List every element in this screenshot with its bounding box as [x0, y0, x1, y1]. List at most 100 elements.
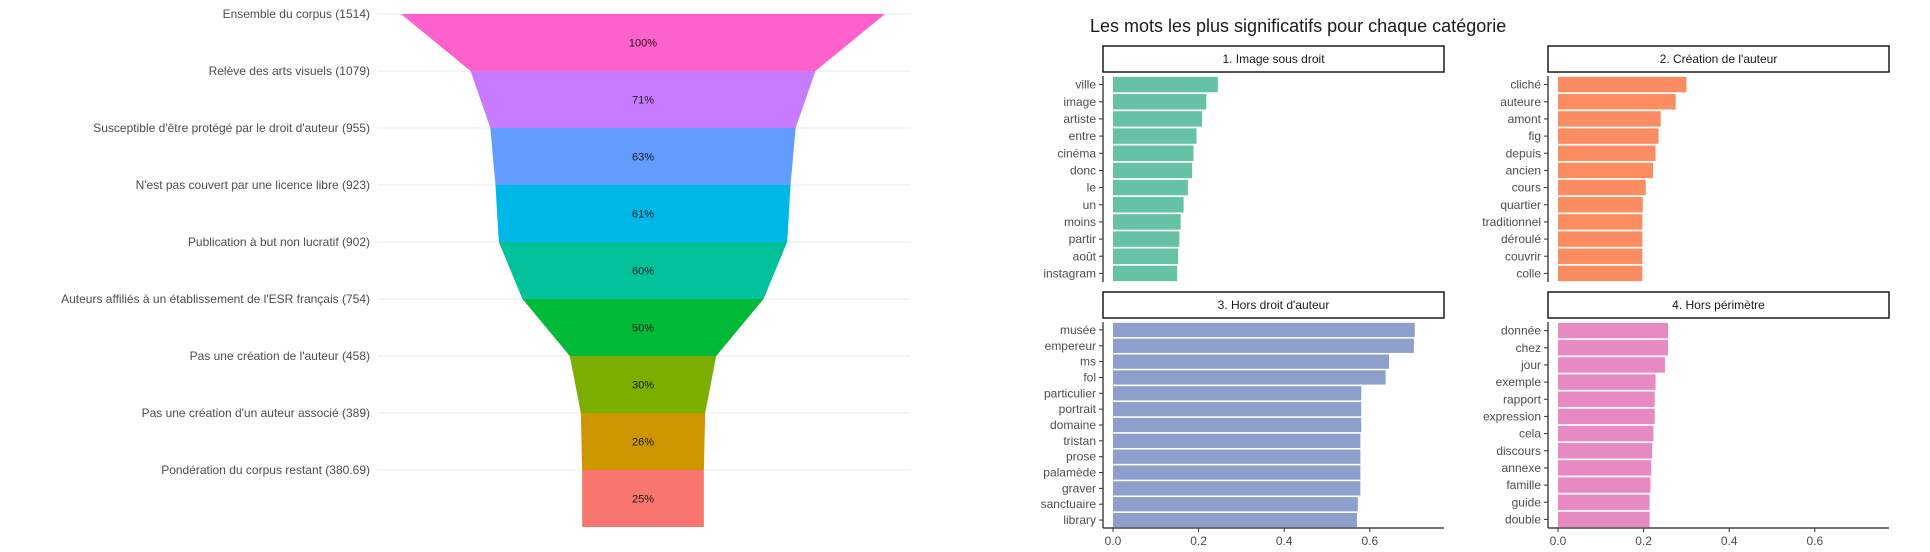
bar-category-label: le — [1087, 181, 1097, 195]
bar — [1113, 197, 1184, 213]
bar — [1113, 145, 1194, 161]
funnel-stage — [401, 14, 885, 71]
bar-category-label: discours — [1496, 444, 1541, 458]
bar — [1558, 357, 1665, 373]
bar-category-label: ms — [1080, 355, 1096, 369]
funnel-percent-label: 25% — [632, 494, 654, 506]
x-tick-label: 0.4 — [1721, 534, 1738, 547]
bar-category-label: depuis — [1506, 146, 1541, 160]
facet-panel: 4. Hors périmètre donnée chez jour exemple ra… — [1483, 291, 1890, 548]
x-tick-label: 0.6 — [1361, 534, 1378, 547]
bar-category-label: août — [1073, 249, 1097, 263]
funnel-stage — [582, 470, 704, 527]
bar-category-label: graver — [1062, 481, 1096, 495]
funnel-stage — [569, 356, 717, 413]
bar-category-label: un — [1083, 198, 1096, 212]
funnel-percent-label: 63% — [632, 152, 654, 164]
bar — [1113, 497, 1358, 512]
bar-category-label: partir — [1069, 232, 1096, 246]
x-tick-label: 0.0 — [1105, 534, 1122, 547]
bar-category-label: déroulé — [1501, 232, 1541, 246]
bar-category-label: donnée — [1501, 324, 1541, 338]
x-tick-label: 0.2 — [1190, 534, 1207, 547]
bar — [1113, 433, 1361, 448]
bar — [1558, 94, 1676, 110]
bar-category-label: tristan — [1063, 434, 1096, 448]
bar — [1558, 76, 1687, 93]
bar-category-label: exemple — [1496, 375, 1542, 389]
bar — [1558, 494, 1650, 510]
x-tick-label: 0.2 — [1635, 534, 1652, 547]
bar — [1113, 128, 1197, 144]
bar — [1558, 162, 1654, 179]
funnel-stage — [495, 185, 791, 242]
funnel-chart: 100% Ensemble du corpus (1514) 71% Relève d… — [61, 7, 910, 527]
faceted-bar-chart: Les mots les plus significatifs pour cha… — [1041, 16, 1890, 548]
bar-category-label: instagram — [1043, 266, 1096, 280]
bar — [1113, 512, 1357, 528]
funnel-percent-label: 30% — [632, 380, 654, 392]
bar-category-label: ancien — [1506, 163, 1541, 177]
bar-category-label: library — [1063, 513, 1096, 527]
funnel-stage — [522, 299, 764, 356]
funnel-stage-label: Auteurs affiliés à un établissement de l… — [61, 292, 370, 306]
x-tick-label: 0.0 — [1550, 534, 1567, 547]
funnel-stage — [498, 242, 788, 299]
facet-strip — [1547, 291, 1890, 319]
x-tick-label: 0.6 — [1806, 534, 1823, 547]
bar — [1113, 231, 1180, 247]
bar — [1113, 94, 1207, 110]
bar-category-label: traditionnel — [1482, 215, 1541, 229]
funnel-stage-label: Pondération du corpus restant (380.69) — [161, 463, 370, 477]
bar-category-label: jour — [1520, 358, 1541, 372]
funnel-percent-label: 71% — [632, 95, 654, 107]
bar — [1558, 391, 1655, 407]
bar — [1113, 179, 1188, 196]
funnel-stage-label: Ensemble du corpus (1514) — [223, 7, 370, 21]
funnel-stage — [580, 413, 706, 470]
bar-category-label: particulier — [1044, 386, 1096, 400]
bar-category-label: cours — [1512, 181, 1541, 195]
bar-category-label: annexe — [1502, 461, 1542, 475]
bar-category-label: double — [1505, 512, 1541, 526]
bar-category-label: palamède — [1043, 466, 1096, 480]
chart-title: Les mots les plus significatifs pour cha… — [1090, 16, 1506, 36]
bar — [1558, 179, 1646, 196]
bar — [1558, 408, 1655, 425]
bar-category-label: rapport — [1503, 392, 1542, 406]
bar-category-label: cliché — [1510, 78, 1541, 92]
funnel-stage-label: N'est pas couvert par une licence libre … — [136, 178, 370, 192]
bar — [1113, 265, 1178, 282]
bar — [1558, 443, 1653, 459]
funnel-stage-label: Susceptible d'être protégé par le droit … — [93, 121, 370, 135]
bar — [1558, 197, 1643, 213]
funnel-percent-label: 100% — [629, 38, 657, 50]
bar-category-label: portrait — [1059, 402, 1097, 416]
bar — [1558, 322, 1668, 339]
bar-category-label: moins — [1064, 215, 1096, 229]
bar — [1113, 386, 1362, 401]
bar-category-label: ville — [1075, 78, 1096, 92]
bar — [1113, 338, 1414, 353]
funnel-stage-label: Relève des arts visuels (1079) — [209, 64, 370, 78]
bar — [1558, 265, 1643, 282]
bar-category-label: colle — [1516, 266, 1541, 280]
bar-category-label: donc — [1070, 163, 1096, 177]
bar-category-label: sanctuaire — [1041, 497, 1097, 511]
facet-strip — [1547, 45, 1890, 73]
x-tick-label: 0.4 — [1276, 534, 1293, 547]
bar — [1558, 145, 1656, 161]
bar-category-label: prose — [1066, 450, 1096, 464]
bar — [1558, 248, 1643, 264]
bar — [1558, 340, 1668, 356]
bar — [1113, 481, 1361, 496]
bar-category-label: cela — [1519, 427, 1541, 441]
bar — [1113, 370, 1386, 385]
bar-category-label: fol — [1083, 370, 1096, 384]
facet-panel: 3. Hors droit d'auteur musée empereur msfol… — [1041, 291, 1445, 548]
bar-category-label: couvrir — [1505, 249, 1541, 263]
bar-category-label: quartier — [1500, 198, 1541, 212]
bar — [1558, 511, 1650, 528]
bar — [1113, 111, 1203, 127]
